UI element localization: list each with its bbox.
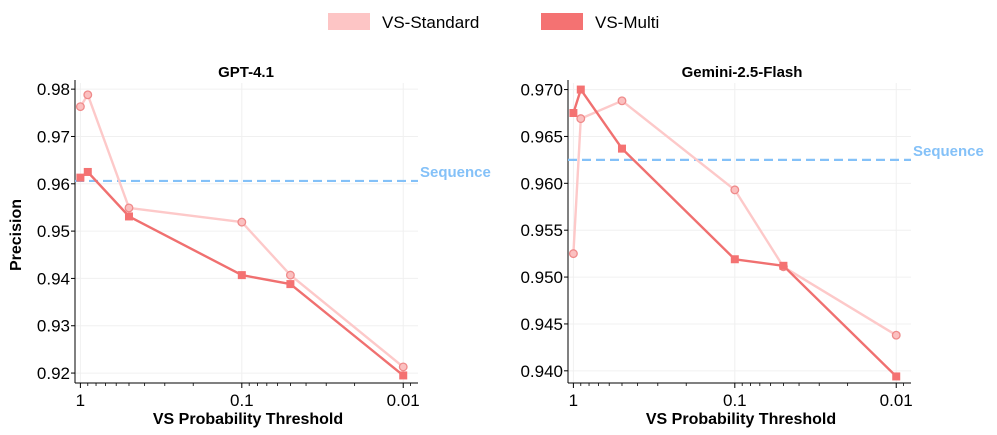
data-point-vs-standard-gemini xyxy=(617,96,627,106)
data-point-vs-standard-gpt xyxy=(83,90,93,100)
y-tick-label-gpt: 0.95 xyxy=(37,222,70,241)
legend-label-vs-standard: VS-Standard xyxy=(382,13,479,32)
sequence-label-gpt: Sequence xyxy=(420,164,491,181)
data-point-vs-multi-gpt xyxy=(237,271,246,280)
data-point-vs-multi-gemini xyxy=(617,144,626,153)
legend-swatch-vs-multi xyxy=(541,13,583,30)
y-tick-label-gpt: 0.98 xyxy=(37,80,70,99)
data-point-vs-multi-gpt xyxy=(399,371,408,380)
y-tick-label-gpt: 0.97 xyxy=(37,127,70,146)
y-axis-label-gpt: Precision xyxy=(8,199,25,271)
sequence-label-gemini: Sequence xyxy=(913,143,984,160)
series-line-vs-standard-gemini xyxy=(572,99,897,337)
y-tick-label-gemini: 0.960 xyxy=(520,174,563,193)
x-tick-label-gpt: 0.1 xyxy=(230,391,254,410)
legend: VS-Standard VS-Multi xyxy=(328,13,659,32)
chart-title-gemini: Gemini-2.5-Flash xyxy=(682,64,803,81)
data-point-vs-standard-gemini xyxy=(891,330,901,340)
y-tick-label-gpt: 0.92 xyxy=(37,364,70,383)
data-point-vs-multi-gemini xyxy=(892,372,901,381)
data-point-vs-multi-gpt xyxy=(124,212,133,221)
data-point-vs-multi-gemini xyxy=(569,109,578,117)
x-tick-label-gemini: 0.01 xyxy=(880,391,913,410)
plot-layer: 0.92 0.93 0.94 0.95 0.96 0.97 0.98 1 0.1 0.01 Sequ… xyxy=(37,80,984,410)
legend-label-vs-multi: VS-Multi xyxy=(595,13,659,32)
data-point-vs-multi-gpt xyxy=(83,167,92,176)
y-tick-label-gemini: 0.940 xyxy=(520,362,563,381)
legend-swatch-vs-standard xyxy=(328,13,370,30)
data-point-vs-multi-gemini xyxy=(730,255,739,264)
x-axis-label-gemini: VS Probability Threshold xyxy=(646,411,836,428)
data-point-vs-multi-gpt xyxy=(76,173,85,182)
x-tick-label-gpt: 0.01 xyxy=(387,391,420,410)
x-tick-label-gpt: 1 xyxy=(76,391,85,410)
x-tick-label-gemini: 0.1 xyxy=(723,391,747,410)
data-point-vs-multi-gemini xyxy=(779,261,788,270)
y-tick-label-gpt: 0.94 xyxy=(37,269,70,288)
data-point-vs-standard-gpt xyxy=(237,217,247,227)
data-point-vs-standard-gpt xyxy=(124,203,134,213)
data-point-vs-standard-gpt xyxy=(75,102,85,112)
y-tick-label-gpt: 0.93 xyxy=(37,317,70,336)
data-point-vs-standard-gpt xyxy=(285,270,295,280)
y-tick-label-gemini: 0.965 xyxy=(520,127,563,146)
data-point-vs-multi-gpt xyxy=(286,280,295,289)
y-tick-label-gemini: 0.970 xyxy=(520,81,563,100)
data-point-vs-multi-gemini xyxy=(576,85,585,94)
data-point-vs-standard-gpt xyxy=(398,362,408,372)
y-tick-label-gemini: 0.955 xyxy=(520,221,563,240)
y-tick-label-gemini: 0.950 xyxy=(520,268,563,287)
y-tick-label-gemini: 0.945 xyxy=(520,315,563,334)
x-tick-label-gemini: 1 xyxy=(569,391,578,410)
data-point-vs-standard-gemini xyxy=(568,249,578,259)
y-tick-label-gpt: 0.96 xyxy=(37,175,70,194)
chart-title-gpt: GPT-4.1 xyxy=(218,64,274,81)
data-point-vs-standard-gemini xyxy=(730,185,740,195)
x-axis-label-gpt: VS Probability Threshold xyxy=(153,411,343,428)
data-point-vs-standard-gemini xyxy=(576,114,586,124)
